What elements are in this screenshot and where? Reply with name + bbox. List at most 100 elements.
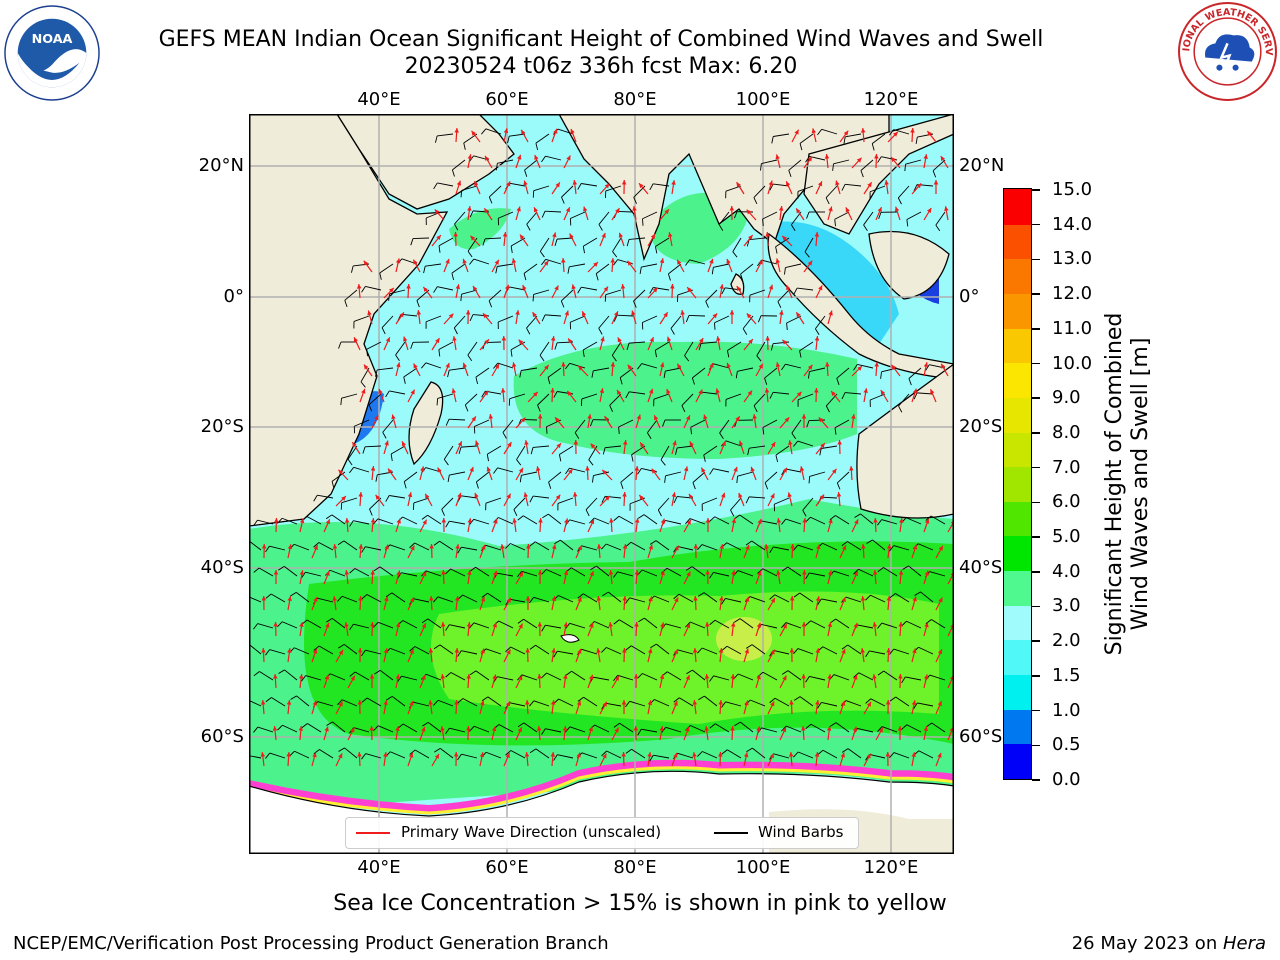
- wave-direction-arrow: [440, 726, 445, 741]
- wind-barb: [445, 727, 466, 735]
- wind-barb: [441, 497, 454, 516]
- wind-barb: [686, 669, 706, 681]
- wind-barb: [747, 445, 766, 456]
- wave-direction-arrow: [383, 544, 389, 559]
- wave-direction-arrow: [719, 596, 724, 611]
- wind-barb: [829, 515, 850, 525]
- wave-direction-arrow: [467, 416, 477, 429]
- wave-direction-arrow: [533, 207, 541, 221]
- wind-barb: [625, 700, 646, 708]
- wind-barb: [908, 367, 922, 386]
- wave-direction-arrow: [755, 363, 764, 377]
- sea-ice-note-text: Sea Ice Concentration > 15% is shown in …: [333, 891, 947, 916]
- wave-direction-arrow: [511, 362, 517, 377]
- wave-direction-arrow: [875, 727, 884, 741]
- wind-barb: [675, 445, 694, 455]
- wind-barb: [719, 419, 730, 440]
- wave-direction-arrow: [599, 336, 605, 351]
- wave-direction-arrow: [486, 466, 493, 481]
- wave-direction-arrow: [935, 597, 943, 611]
- wave-direction-arrow: [566, 390, 577, 403]
- wind-barb: [709, 468, 730, 475]
- wave-direction-arrow: [561, 257, 566, 273]
- wind-barb: [349, 671, 370, 681]
- wind-barb: [697, 544, 718, 551]
- wave-direction-arrow: [801, 414, 807, 428]
- wave-direction-arrow: [923, 362, 929, 377]
- wave-direction-arrow: [419, 519, 428, 533]
- wind-barb: [361, 649, 382, 657]
- wind-barb: [554, 539, 574, 551]
- wave-direction-arrow: [479, 390, 489, 403]
- wave-direction-arrow: [407, 389, 416, 403]
- map-border: [249, 114, 954, 854]
- wave-direction-arrow: [689, 441, 697, 455]
- colorbar-segment: [1004, 362, 1031, 398]
- wave-direction-arrow: [890, 156, 901, 169]
- wave-direction-arrow: [443, 258, 450, 273]
- wave-direction-arrow: [785, 284, 793, 299]
- wind-barb: [395, 341, 406, 362]
- wave-direction-arrow: [666, 336, 673, 351]
- wave-direction-arrow: [827, 206, 833, 221]
- wind-barb: [265, 545, 286, 553]
- wave-direction-arrow: [666, 388, 673, 403]
- wind-barb: [541, 672, 562, 681]
- wind-barb: [560, 289, 574, 308]
- wave-direction-arrow: [611, 727, 620, 741]
- wave-direction-arrow: [610, 257, 615, 273]
- wave-direction-arrow: [483, 207, 493, 221]
- wind-barb: [793, 440, 814, 447]
- wind-barb: [368, 393, 382, 412]
- wind-barbs-layer: [249, 128, 946, 762]
- wave-direction-arrow: [323, 622, 330, 637]
- wind-barb: [433, 286, 454, 293]
- barb-legend-swatch: [714, 832, 748, 834]
- wave-direction-arrow: [755, 570, 762, 585]
- wind-barb: [753, 185, 766, 205]
- wave-direction-arrow: [743, 596, 750, 611]
- wind-barb: [464, 393, 478, 412]
- wave-direction-arrow: [587, 414, 592, 429]
- wave-direction-arrow: [860, 128, 866, 143]
- wind-barb: [841, 392, 862, 400]
- wave-direction-arrow: [387, 468, 397, 481]
- wind-barb: [697, 647, 718, 655]
- wind-barb: [507, 133, 526, 144]
- wave-direction-arrow: [765, 335, 770, 351]
- wind-barb: [925, 619, 946, 629]
- wave-direction-arrow: [785, 180, 793, 195]
- wind-barb: [590, 565, 610, 577]
- wind-barb: [481, 696, 502, 707]
- wind-barb: [781, 518, 802, 525]
- wave-direction-arrow: [700, 467, 709, 481]
- wave-direction-arrow: [596, 596, 602, 611]
- wave-direction-arrow: [344, 518, 350, 533]
- wind-barb: [925, 515, 946, 525]
- wave-direction-arrow: [659, 570, 665, 585]
- wave-direction-arrow: [789, 699, 794, 715]
- wave-direction-arrow: [802, 517, 807, 533]
- wave-direction-arrow: [479, 700, 485, 715]
- wave-direction-arrow: [622, 440, 628, 455]
- wind-barb: [805, 723, 826, 733]
- wave-direction-arrow: [299, 518, 305, 533]
- wind-barb: [361, 594, 382, 603]
- colorbar-tick-mark: [1032, 258, 1040, 261]
- wind-barb: [523, 263, 538, 281]
- wind-barb: [532, 185, 550, 198]
- wind-barb: [734, 721, 754, 733]
- lat-label-right: 60°S: [959, 726, 1003, 747]
- wave-direction-arrow: [676, 259, 685, 273]
- wind-barb: [650, 643, 670, 655]
- wind-barb: [866, 539, 886, 551]
- wind-barb: [451, 159, 466, 177]
- wave-direction-arrow: [323, 570, 330, 585]
- wave-direction-arrow: [370, 569, 375, 585]
- wave-direction-arrow: [491, 570, 498, 585]
- wave-direction-arrow: [572, 180, 578, 195]
- wave-band-arabian-sea: [449, 208, 511, 250]
- wave-direction-arrow: [898, 621, 903, 637]
- wave-direction-arrow: [599, 495, 611, 507]
- wave-direction-arrow: [551, 494, 561, 507]
